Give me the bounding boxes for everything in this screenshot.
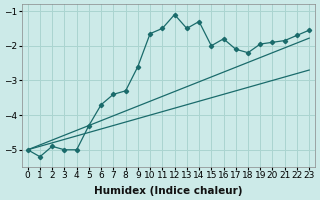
X-axis label: Humidex (Indice chaleur): Humidex (Indice chaleur) <box>94 186 243 196</box>
